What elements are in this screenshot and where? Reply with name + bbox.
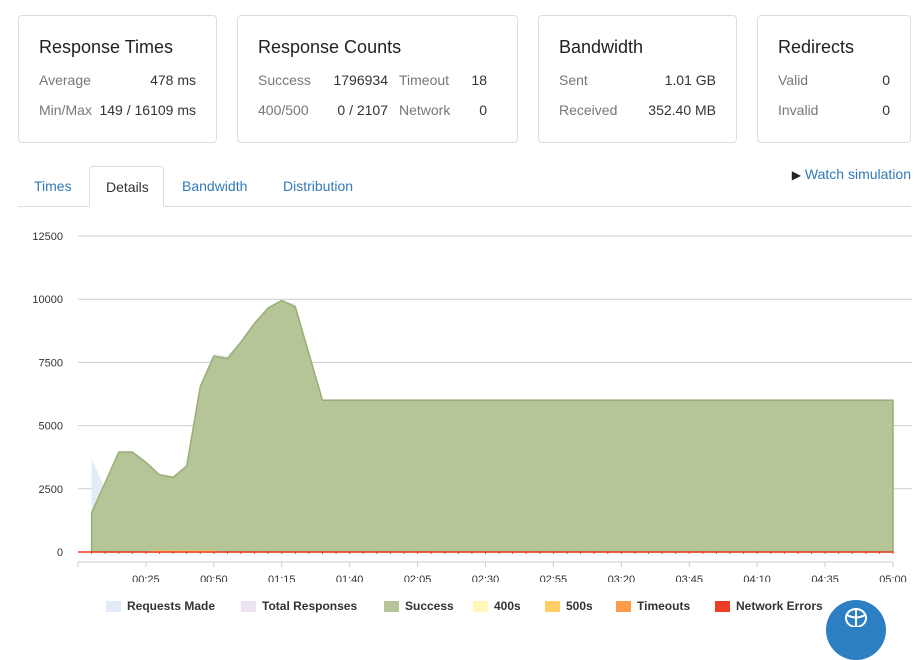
legend-item[interactable]: 500s — [545, 599, 593, 613]
legend-label: Timeouts — [637, 599, 691, 613]
card-title: Response Counts — [258, 37, 402, 57]
tab-details[interactable]: Details — [89, 166, 164, 207]
tabs-divider — [18, 206, 911, 207]
legend-label: Network Errors — [736, 599, 823, 613]
legend-swatch — [384, 600, 399, 612]
y-tick-label: 10000 — [32, 294, 63, 306]
legend-swatch — [715, 600, 730, 612]
y-tick-label: 12500 — [32, 231, 63, 243]
tab-distribution[interactable]: Distribution — [283, 178, 354, 194]
legend-label: 400s — [494, 599, 521, 613]
legend-item[interactable]: Success — [384, 599, 454, 613]
received-value: 352.40 MB — [648, 102, 716, 118]
timeout-label: Timeout — [399, 72, 450, 88]
x-tick-label: 01:40 — [336, 574, 364, 582]
legend-item[interactable]: Requests Made — [106, 599, 215, 613]
x-tick-label: 01:15 — [268, 574, 296, 582]
legend-item[interactable]: Total Responses — [241, 599, 357, 613]
sent-value: 1.01 GB — [664, 72, 716, 88]
timeout-value: 18 — [471, 72, 487, 88]
card-title: Bandwidth — [559, 37, 644, 57]
y-tick-label: 2500 — [39, 484, 63, 496]
card-title: Redirects — [778, 37, 855, 57]
legend-label: Total Responses — [262, 599, 358, 613]
watch-simulation-label: Watch simulation — [804, 166, 911, 182]
x-tick-label: 02:05 — [404, 574, 432, 582]
globe-icon — [845, 608, 867, 627]
x-tick-label: 03:20 — [608, 574, 636, 582]
sent-label: Sent — [559, 72, 588, 88]
received-label: Received — [559, 102, 618, 118]
series-success-area — [90, 299, 894, 553]
network-value: 0 — [479, 102, 487, 118]
success-value: 1796934 — [333, 72, 388, 88]
x-tick-label: 05:00 — [879, 574, 907, 582]
legend-swatch — [616, 600, 631, 612]
x-tick-label: 02:55 — [540, 574, 568, 582]
response-times-card: Response Times Average 478 ms Min/Max 14… — [18, 15, 217, 143]
legend-item[interactable]: Timeouts — [616, 599, 690, 613]
y-tick-label: 0 — [57, 547, 63, 559]
minmax-value: 149 / 16109 ms — [99, 102, 196, 118]
x-tick-label: 03:45 — [675, 574, 703, 582]
legend-swatch — [106, 600, 121, 612]
tab-times[interactable]: Times — [34, 178, 72, 194]
valid-value: 0 — [882, 72, 890, 88]
minmax-label: Min/Max — [39, 102, 92, 118]
tab-bandwidth[interactable]: Bandwidth — [182, 178, 248, 194]
legend-swatch — [241, 600, 256, 612]
x-tick-label: 00:25 — [132, 574, 160, 582]
success-label: Success — [258, 72, 311, 88]
x-tick-label: 02:30 — [472, 574, 500, 582]
watch-simulation-link[interactable]: ▶ Watch simulation — [792, 166, 911, 182]
x-tick-label: 04:10 — [743, 574, 771, 582]
legend-swatch — [473, 600, 488, 612]
chart-legend: Requests Made Total Responses Success 400s 5… — [0, 599, 917, 617]
average-label: Average — [39, 72, 91, 88]
bandwidth-card: Bandwidth Sent 1.01 GB Received 352.40 M… — [538, 15, 737, 143]
network-label: Network — [399, 102, 451, 118]
x-tick-label: 04:35 — [811, 574, 839, 582]
y-tick-label: 7500 — [39, 357, 63, 369]
play-icon: ▶ — [791, 168, 801, 182]
errors-value: 0 / 2107 — [337, 102, 388, 118]
redirects-card: Redirects Valid 0 Invalid 0 — [757, 15, 911, 143]
legend-label: Success — [405, 599, 454, 613]
legend-item[interactable]: Network Errors — [715, 599, 823, 613]
y-tick-label: 5000 — [39, 421, 63, 433]
legend-label: 500s — [566, 599, 593, 613]
errors-label: 400/500 — [258, 102, 309, 118]
x-tick-label: 00:50 — [200, 574, 228, 582]
card-title: Response Times — [39, 37, 174, 57]
average-value: 478 ms — [150, 72, 196, 88]
invalid-value: 0 — [882, 102, 890, 118]
invalid-label: Invalid — [778, 102, 819, 118]
simulation-fab[interactable] — [826, 600, 886, 660]
legend-item[interactable]: 400s — [473, 599, 521, 613]
response-counts-card: Response Counts Success 1796934 Timeout … — [237, 15, 518, 143]
legend-swatch — [545, 600, 560, 612]
legend-label: Requests Made — [127, 599, 216, 613]
details-chart: 0 2500 5000 7500 10000 12500 00:25 00:50 01:15 01… — [32, 231, 912, 582]
valid-label: Valid — [778, 72, 809, 88]
